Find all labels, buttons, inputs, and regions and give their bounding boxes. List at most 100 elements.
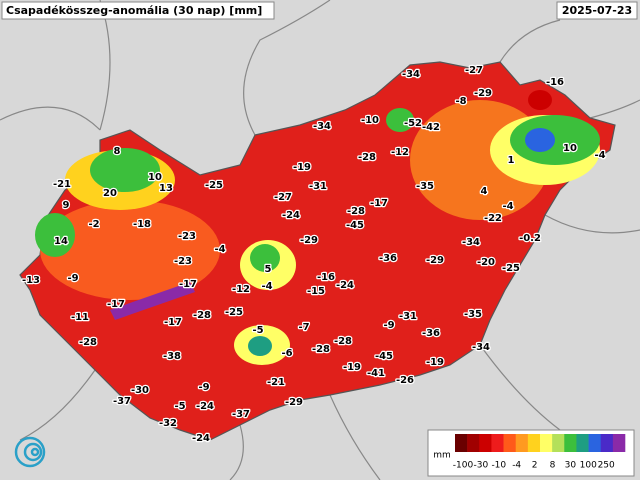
station-value: -5 [174,401,185,412]
legend-swatch [600,434,614,452]
legend-swatch [467,434,480,452]
station-value: -36 [379,253,397,264]
date-box [556,1,638,20]
legend-swatch [564,434,577,452]
station-value: -45 [346,220,364,231]
station-value: 10 [563,143,577,154]
logo [14,436,46,468]
station-value: 8 [114,146,121,157]
station-value: -23 [178,231,196,242]
station-value: -24 [196,401,214,412]
legend-tick-label: 100 [580,461,597,471]
station-value: -41 [367,368,385,379]
station-value: -16 [546,77,564,88]
station-value: -5 [252,325,263,336]
station-value: -11 [71,312,89,323]
station-value: -25 [205,180,223,191]
legend-tick-label: -100 [453,461,474,471]
station-value: -22 [484,213,502,224]
station-value: -17 [107,299,125,310]
title: Csapadékösszeg-anomália (30 nap) [mm] [6,4,262,17]
station-value: -7 [298,322,309,333]
legend-swatch [515,434,529,452]
station-value: -34 [402,69,420,80]
station-value: -35 [416,181,434,192]
station-value: -31 [399,311,417,322]
title-box [1,1,275,20]
station-value: -34 [313,121,331,132]
station-value: -19 [426,357,444,368]
legend-swatch [576,434,589,452]
station-value: -9 [198,382,209,393]
station-value: -35 [464,309,482,320]
station-value: -32 [159,418,177,429]
station-value: -29 [474,88,492,99]
station-value: -10 [361,115,379,126]
station-value: -28 [79,337,97,348]
station-value: -28 [312,344,330,355]
station-value: -4 [214,244,225,255]
legend-tick-label: 250 [598,461,615,471]
station-value: -4 [594,150,605,161]
station-value: -27 [274,192,292,203]
station-value: -12 [232,284,250,295]
station-value: -4 [261,281,272,292]
station-value: -36 [422,328,440,339]
station-value: -17 [164,317,182,328]
station-value: 9 [63,200,70,211]
station-value: -15 [307,286,325,297]
station-value: -17 [370,198,388,209]
station-value: -29 [300,235,318,246]
legend-swatch [588,434,602,452]
station-value: -42 [422,122,440,133]
station-value: -2 [88,219,99,230]
station-value: -9 [383,320,394,331]
station-value: -28 [193,310,211,321]
station-value: -28 [358,152,376,163]
station-value: -16 [317,272,335,283]
legend-swatch [491,434,504,452]
station-value: -45 [375,351,393,362]
station-value: -25 [502,263,520,274]
legend-swatch [503,434,517,452]
station-value: -38 [163,351,181,362]
station-value: -37 [113,396,131,407]
station-value: -18 [133,219,151,230]
station-value: -28 [334,336,352,347]
legend-tick-label: -30 [474,461,489,471]
anomaly-fields [35,90,600,365]
station-value: -37 [232,409,250,420]
station-value: 4 [481,186,488,197]
station-value: -9 [67,273,78,284]
station-value: -52 [404,118,422,129]
station-value: -34 [462,237,480,248]
station-value: -21 [53,179,71,190]
station-value: -29 [285,397,303,408]
station-value: -29 [426,255,444,266]
station-value: -19 [293,162,311,173]
legend-swatch [527,434,541,452]
station-value: 13 [159,183,173,194]
legend-swatch [540,434,553,452]
station-value: -26 [396,375,414,386]
legend-swatch [479,434,492,452]
station-value: -24 [282,210,300,221]
legend-tick-label: -4 [512,461,521,471]
station-value: -4 [502,201,513,212]
station-value: 10 [148,172,162,183]
legend-tick-label: -10 [491,461,506,471]
station-value: -8 [455,96,466,107]
station-value: -30 [131,385,149,396]
station-value: -24 [336,280,354,291]
station-value: -25 [225,307,243,318]
legend-unit: mm [433,451,451,461]
station-value: -17 [179,279,197,290]
station-value: 14 [54,236,68,247]
station-value: -21 [267,377,285,388]
station-value: -28 [347,206,365,217]
legend-swatch [612,434,626,452]
legend-tick-label: 30 [565,461,577,471]
legend-swatch [552,434,565,452]
